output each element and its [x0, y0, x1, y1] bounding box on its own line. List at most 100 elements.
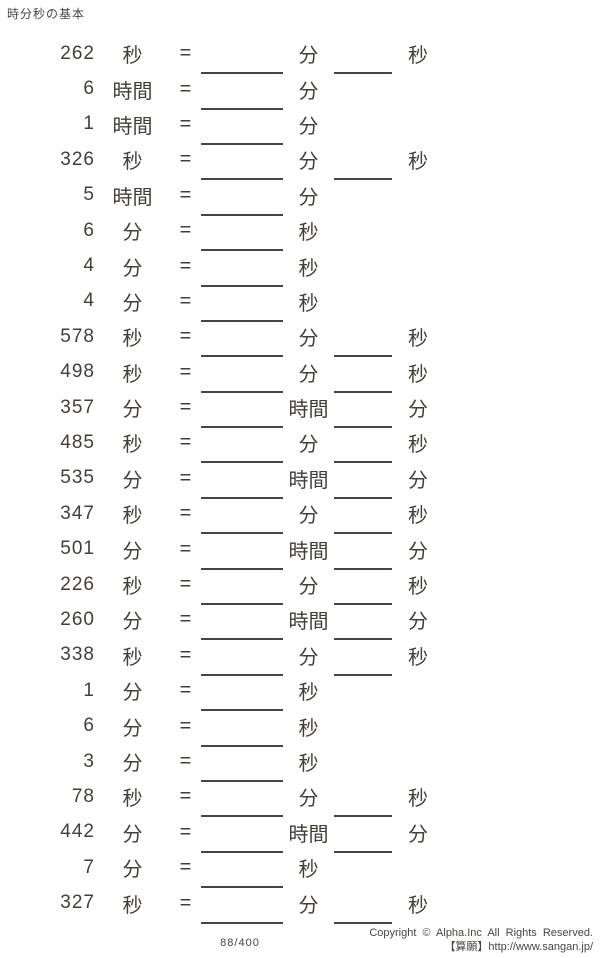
- answer-blank-1: [201, 393, 283, 429]
- equals-sign: =: [179, 360, 192, 383]
- problem-to-unit-1: 秒: [298, 859, 319, 882]
- answer-blank-1: [201, 605, 283, 641]
- problem-to-unit-1: 時間: [288, 611, 329, 634]
- problem-to-unit-2: 秒: [408, 328, 428, 351]
- problem-to-unit-2: 秒: [408, 576, 428, 599]
- problem-to-unit-2: 分: [408, 469, 428, 492]
- problem-from-unit: 分: [122, 292, 143, 315]
- problem-from-unit: 秒: [122, 788, 143, 811]
- problem-value: 338: [60, 644, 95, 666]
- problem-from-unit: 秒: [122, 434, 143, 457]
- answer-blank-1: [201, 818, 283, 853]
- answer-blank-2: [334, 605, 392, 641]
- answer-blank-2: [334, 393, 392, 429]
- problem-from-unit: 分: [122, 257, 143, 280]
- problem-value: 326: [60, 148, 95, 170]
- answer-blank-1: [201, 110, 283, 145]
- problem-to-unit-1: 分: [298, 363, 319, 386]
- equals-sign: =: [179, 219, 192, 242]
- problem-to-unit-2: 秒: [408, 45, 428, 68]
- equals-sign: =: [179, 325, 192, 348]
- problem-value: 578: [60, 325, 95, 347]
- problem-from-unit: 分: [122, 611, 143, 634]
- problem-to-unit-1: 時間: [288, 469, 329, 492]
- problem-row: 7 分 = 秒: [0, 850, 600, 889]
- equals-sign: =: [179, 750, 192, 772]
- answer-blank-2: [334, 889, 392, 924]
- answer-blank-2: [334, 570, 392, 606]
- answer-blank-1: [201, 181, 283, 216]
- problem-from-unit: 分: [122, 222, 143, 245]
- problem-value: 442: [60, 821, 95, 843]
- problem-row: 442 分 = 時間 分: [0, 815, 600, 853]
- problem-list: 262 秒 = 分 秒 6 時間 = 分 1 時間 = 分 326 秒 = 分 …: [0, 36, 600, 924]
- answer-blank-1: [201, 358, 283, 393]
- problem-value: 6: [83, 715, 95, 737]
- answer-blank-1: [201, 535, 283, 570]
- answer-blank-2: [334, 464, 392, 499]
- problem-row: 4 分 = 秒: [0, 248, 600, 287]
- answer-blank-1: [201, 145, 283, 181]
- problem-to-unit-2: 秒: [408, 646, 428, 669]
- problem-to-unit-1: 分: [298, 186, 319, 209]
- equals-sign: =: [179, 289, 192, 312]
- equals-sign: =: [179, 856, 192, 879]
- problem-row: 262 秒 = 分 秒: [0, 36, 600, 75]
- problem-from-unit: 秒: [122, 646, 143, 669]
- problem-value: 226: [60, 573, 95, 595]
- problem-row: 485 秒 = 分 秒: [0, 425, 600, 464]
- problem-row: 327 秒 = 分 秒: [0, 885, 600, 924]
- problem-to-unit-2: 秒: [408, 363, 428, 386]
- answer-blank-1: [201, 747, 283, 782]
- problem-value: 357: [60, 396, 95, 418]
- answer-blank-1: [201, 676, 283, 712]
- problem-row: 1 分 = 秒: [0, 673, 600, 712]
- problem-value: 4: [83, 290, 95, 312]
- problem-value: 262: [60, 42, 95, 64]
- answer-blank-1: [201, 322, 283, 358]
- problem-from-unit: 分: [122, 540, 143, 563]
- problem-to-unit-2: 分: [408, 823, 428, 846]
- problem-to-unit-1: 分: [298, 328, 319, 351]
- problem-from-unit: 時間: [112, 186, 153, 209]
- equals-sign: =: [179, 502, 192, 525]
- problem-to-unit-1: 時間: [288, 540, 329, 563]
- problem-from-unit: 秒: [122, 328, 143, 351]
- problem-value: 7: [83, 856, 95, 878]
- problem-from-unit: 分: [122, 823, 143, 846]
- answer-blank-2: [334, 145, 392, 181]
- equals-sign: =: [179, 77, 192, 100]
- answer-blank-1: [201, 641, 283, 676]
- problem-row: 78 秒 = 分 秒: [0, 779, 600, 818]
- answer-blank-1: [201, 252, 283, 287]
- problem-to-unit-2: 秒: [408, 434, 428, 457]
- problem-to-unit-2: 分: [408, 399, 428, 422]
- problem-to-unit-1: 秒: [298, 717, 319, 740]
- problem-row: 4 分 = 秒: [0, 284, 600, 322]
- problem-value: 347: [60, 502, 95, 524]
- problem-to-unit-1: 分: [298, 115, 319, 138]
- answer-blank-1: [201, 570, 283, 606]
- equals-sign: =: [179, 42, 192, 65]
- answer-blank-1: [201, 428, 283, 464]
- problem-value: 3: [83, 750, 95, 772]
- problem-to-unit-1: 分: [298, 894, 319, 917]
- answer-blank-1: [201, 287, 283, 322]
- problem-to-unit-1: 分: [298, 434, 319, 457]
- problem-from-unit: 分: [122, 682, 143, 705]
- problem-row: 338 秒 = 分 秒: [0, 638, 600, 676]
- equals-sign: =: [179, 573, 192, 596]
- answer-blank-1: [201, 889, 283, 924]
- equals-sign: =: [179, 431, 192, 454]
- answer-blank-1: [201, 782, 283, 818]
- answer-blank-2: [334, 428, 392, 464]
- answer-blank-2: [334, 499, 392, 535]
- problem-value: 4: [83, 255, 95, 277]
- answer-blank-1: [201, 712, 283, 747]
- problem-to-unit-1: 時間: [288, 399, 329, 422]
- equals-sign: =: [179, 148, 192, 171]
- problem-row: 6 時間 = 分: [0, 71, 600, 110]
- problem-row: 347 秒 = 分 秒: [0, 496, 600, 535]
- equals-sign: =: [179, 466, 192, 489]
- problem-from-unit: 秒: [122, 363, 143, 386]
